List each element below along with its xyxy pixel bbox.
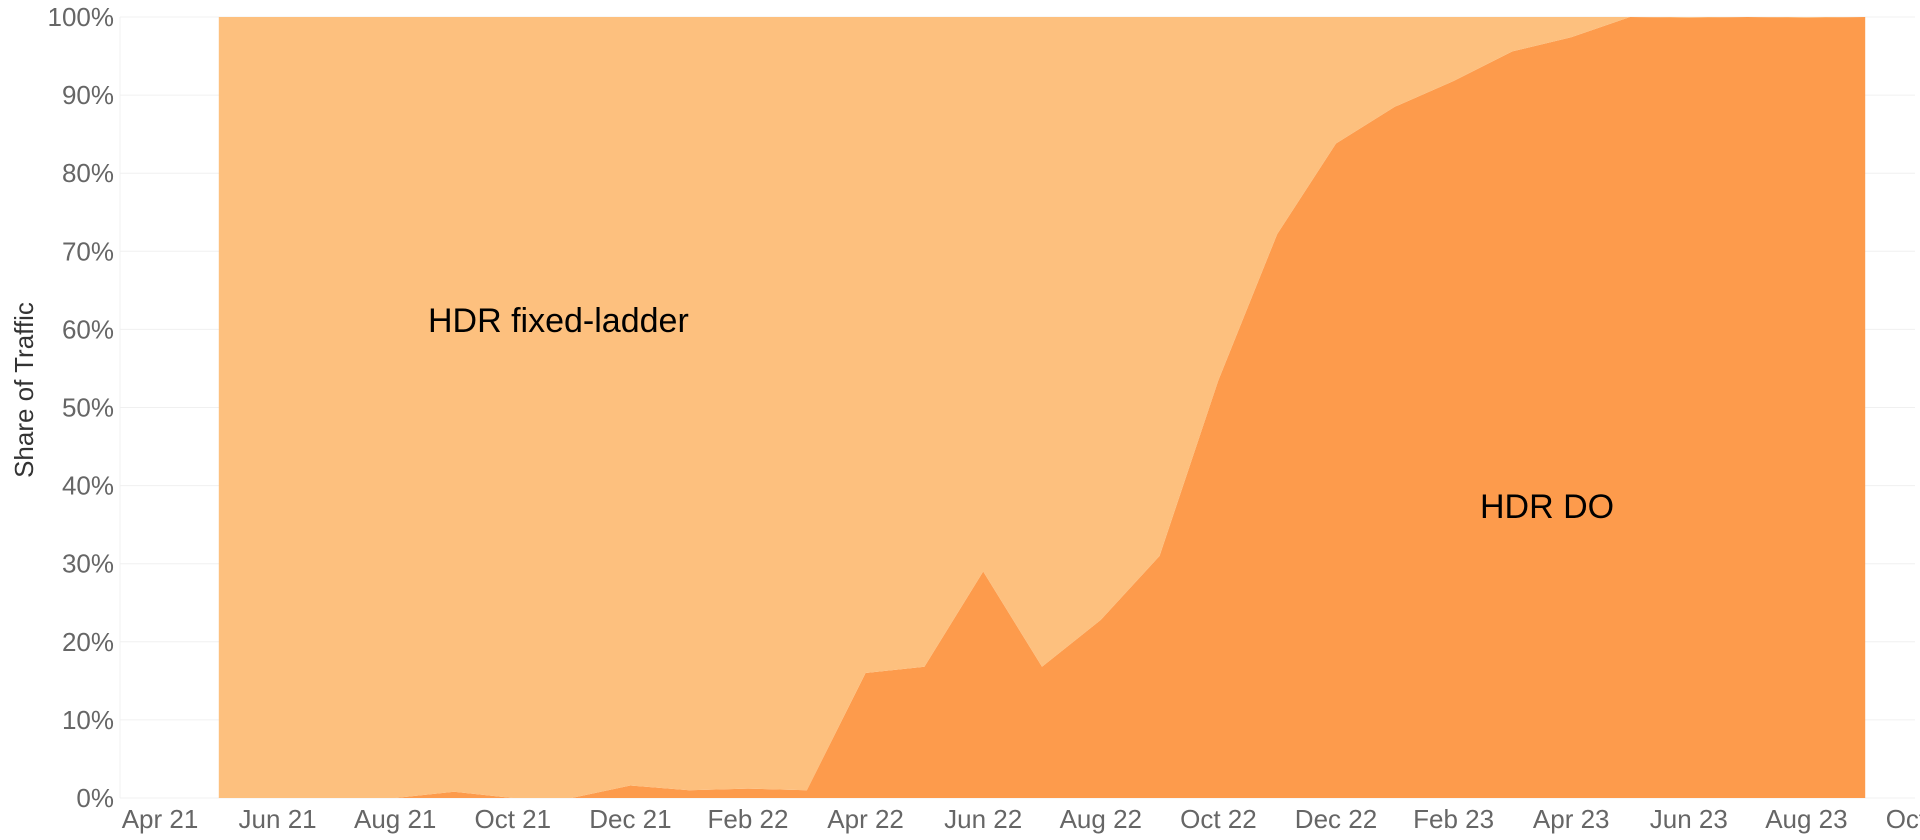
x-tick-label: Feb 22 — [708, 804, 789, 834]
y-axis-title: Share of Traffic — [9, 302, 39, 478]
x-tick-label: Aug 22 — [1060, 804, 1142, 834]
x-tick-label: Jun 21 — [239, 804, 317, 834]
area-hdr-do — [218, 17, 1866, 798]
y-tick-label: 80% — [62, 158, 114, 188]
x-tick-label: Feb 23 — [1413, 804, 1494, 834]
y-tick-label: 50% — [62, 393, 114, 423]
x-tick-label: Dec 21 — [589, 804, 671, 834]
x-tick-label: Apr 23 — [1533, 804, 1610, 834]
y-tick-label: 10% — [62, 705, 114, 735]
y-axis-ticks: 0% 10% 20% 30% 40% 50% 60% 70% 80% 90% 100% — [48, 2, 115, 813]
y-tick-label: 20% — [62, 627, 114, 657]
series-label-hdr-fixed-ladder: HDR fixed-ladder — [428, 302, 689, 340]
x-tick-label: Jun 22 — [944, 804, 1022, 834]
area-series — [218, 17, 1866, 798]
x-tick-label: Oct 22 — [1180, 804, 1257, 834]
y-tick-label: 100% — [48, 2, 115, 32]
x-tick-label: Jun 23 — [1650, 804, 1728, 834]
y-tick-label: 70% — [62, 236, 114, 266]
x-tick-label: Aug 23 — [1765, 804, 1847, 834]
x-tick-label: Apr 21 — [122, 804, 199, 834]
x-tick-label: Oct 23 — [1886, 804, 1920, 834]
x-axis-ticks: Apr 21 Jun 21 Aug 21 Oct 21 Dec 21 Feb 22 Apr … — [122, 804, 1920, 834]
x-tick-label: Oct 21 — [475, 804, 552, 834]
x-tick-label: Dec 22 — [1295, 804, 1377, 834]
y-tick-label: 90% — [62, 80, 114, 110]
y-tick-label: 30% — [62, 549, 114, 579]
series-label-hdr-do: HDR DO — [1480, 488, 1614, 526]
y-tick-label: 0% — [76, 783, 114, 813]
x-tick-label: Aug 21 — [354, 804, 436, 834]
area-hdr-fixed-ladder — [218, 17, 1866, 798]
x-tick-label: Apr 22 — [827, 804, 904, 834]
y-tick-label: 60% — [62, 314, 114, 344]
y-tick-label: 40% — [62, 471, 114, 501]
